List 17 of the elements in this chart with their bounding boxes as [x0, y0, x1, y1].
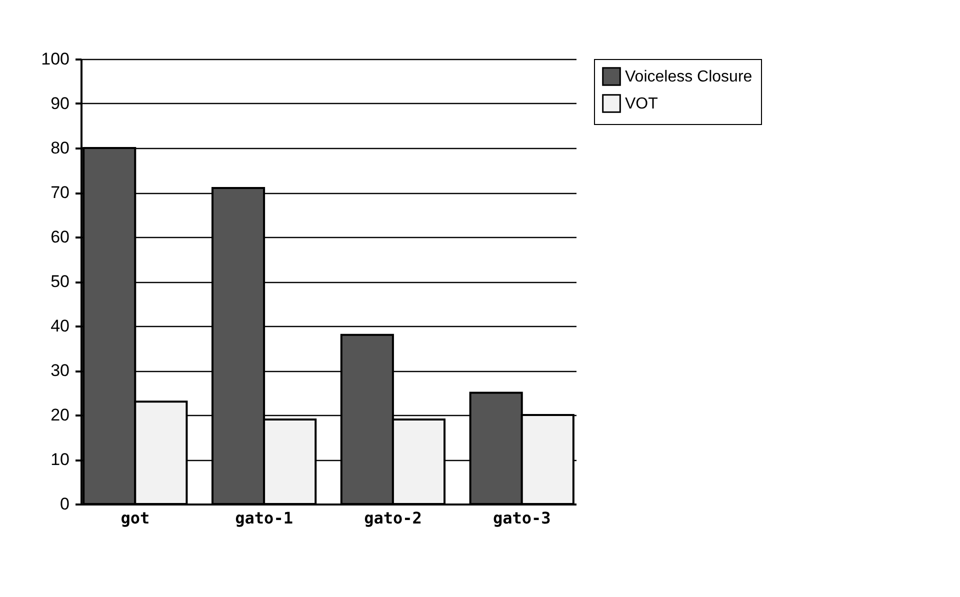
x-tick-label: gato-3 — [492, 508, 551, 528]
y-tick-label: 50 — [50, 272, 70, 291]
legend-label: VOT — [625, 96, 658, 112]
x-tick-label: gato-2 — [364, 508, 422, 528]
y-tick-label: 80 — [50, 138, 70, 158]
y-tick-label: 60 — [50, 228, 70, 246]
y-tick-label: 30 — [50, 361, 70, 380]
y-tick-label: 10 — [50, 450, 70, 469]
y-tick-label: 20 — [50, 406, 70, 424]
y-tick-label: 0 — [60, 494, 70, 514]
y-tick-label: 70 — [50, 183, 70, 202]
legend-label: Voiceless Closure — [625, 68, 752, 86]
x-tick-label: gato-1 — [235, 508, 293, 528]
y-tick-label: 100 — [41, 50, 70, 68]
x-tick-label: got — [120, 508, 150, 528]
y-tick-label: 40 — [50, 316, 70, 336]
y-tick-label: 90 — [50, 94, 70, 113]
